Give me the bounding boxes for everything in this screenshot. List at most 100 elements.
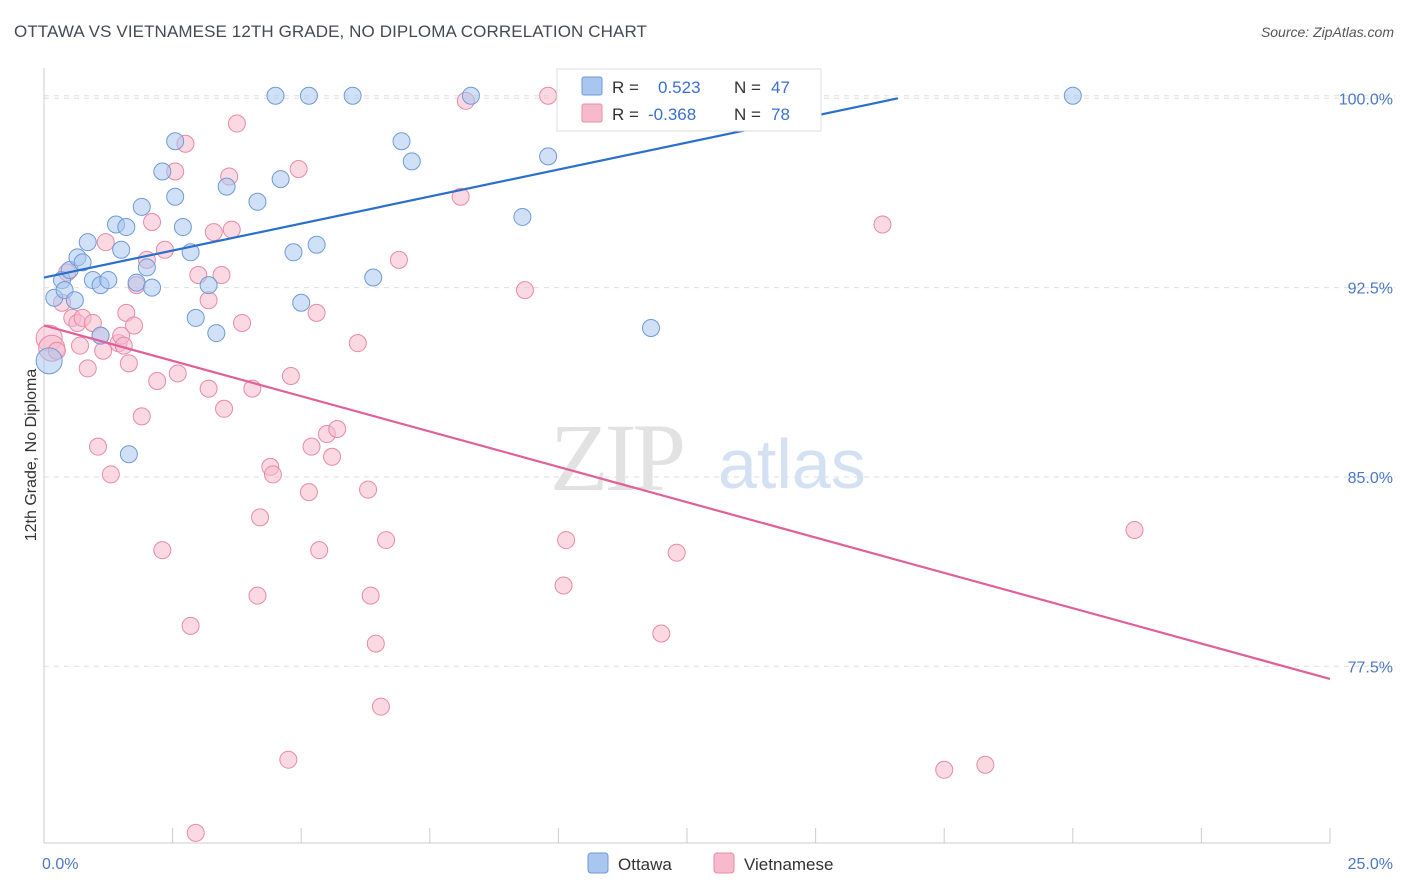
ottawa-point <box>127 273 146 292</box>
x-ticks <box>43 828 1331 843</box>
vietnamese-point <box>302 437 321 456</box>
vietnamese-point <box>557 531 576 550</box>
legend-swatch-vietnamese <box>581 103 603 123</box>
vietnamese-point <box>233 313 252 332</box>
legend-n-value-ottawa: 47 <box>771 78 790 97</box>
legend-r-value-ottawa: 0.523 <box>658 78 701 97</box>
vietnamese-point <box>248 586 267 605</box>
vietnamese-point <box>96 233 115 252</box>
vietnamese-point <box>652 624 671 643</box>
ottawa-point <box>1063 86 1082 105</box>
ottawa-point <box>343 86 362 105</box>
ottawa-point <box>402 152 421 171</box>
vietnamese-point <box>125 316 144 335</box>
ottawa-point <box>513 207 532 226</box>
vietnamese-point <box>289 159 308 178</box>
ottawa-point <box>112 240 131 259</box>
vietnamese-point <box>539 86 558 105</box>
legend-bottom-swatch-vietnamese <box>713 852 735 874</box>
vietnamese-point <box>215 399 234 418</box>
vietnamese-point <box>263 465 282 484</box>
ottawa-point <box>117 218 136 237</box>
chart-title: OTTAWA VS VIETNAMESE 12TH GRADE, NO DIPL… <box>14 22 647 41</box>
vietnamese-point <box>359 480 378 499</box>
legend-bottom-label-vietnamese: Vietnamese <box>744 855 833 874</box>
vietnamese-point <box>222 220 241 239</box>
legend-r-label-ottawa: R = <box>612 78 639 97</box>
x-tick-label-max: 25.0% <box>1348 856 1393 873</box>
ottawa-point <box>248 192 267 211</box>
ottawa-point <box>166 187 185 206</box>
watermark-atlas: atlas <box>718 425 866 503</box>
vietnamese-point <box>389 250 408 269</box>
vietnamese-point <box>307 303 326 322</box>
legend-n-label-vietnamese: N = <box>734 105 761 124</box>
legend-bottom: Ottawa Vietnamese <box>587 852 833 874</box>
y-tick-labels: 77.5% 85.0% 92.5% 100.0% <box>1339 91 1393 676</box>
vietnamese-point <box>667 543 686 562</box>
ottawa-point <box>35 347 63 375</box>
vietnamese-point <box>212 266 231 285</box>
vietnamese-point <box>168 364 187 383</box>
vietnamese-point <box>310 541 329 560</box>
legend-top: R = 0.523 N = 47 R = -0.368 N = 78 <box>556 68 822 132</box>
source-label: Source: ZipAtlas.com <box>1260 24 1394 40</box>
vietnamese-point <box>132 407 151 426</box>
vietnamese-point <box>366 634 385 653</box>
ottawa-point <box>65 291 84 310</box>
x-tick-label-min: 0.0% <box>42 856 78 873</box>
vietnamese-point <box>371 697 390 716</box>
ottawa-point <box>119 445 138 464</box>
y-axis-label: 12th Grade, No Diploma <box>23 369 40 542</box>
legend-r-label-vietnamese: R = <box>612 105 639 124</box>
vietnamese-point <box>323 447 342 466</box>
vietnamese-point <box>155 240 174 259</box>
ottawa-point <box>166 132 185 151</box>
ottawa-point <box>641 319 660 338</box>
ottawa-point <box>299 86 318 105</box>
vietnamese-point <box>227 114 246 133</box>
ottawa-point <box>217 177 236 196</box>
ottawa-point <box>173 218 192 237</box>
vietnamese-point <box>348 334 367 353</box>
vietnamese-point <box>143 212 162 231</box>
trend-lines <box>43 97 1331 680</box>
ottawa-point <box>307 235 326 254</box>
ottawa-point <box>99 271 118 290</box>
legend-bottom-swatch-ottawa <box>587 852 609 874</box>
vietnamese-point <box>71 336 90 355</box>
ottawa-point <box>132 197 151 216</box>
vietnamese-point <box>328 419 347 438</box>
vietnamese-point <box>299 483 318 502</box>
ottawa-point <box>364 268 383 287</box>
vietnamese-point <box>251 508 270 527</box>
vietnamese-point <box>281 366 300 385</box>
vietnamese-point <box>186 823 205 842</box>
vietnamese-point <box>94 341 113 360</box>
ottawa-point <box>284 243 303 262</box>
ottawa-point <box>143 278 162 297</box>
ottawa-point <box>539 147 558 166</box>
vietnamese-point <box>935 760 954 779</box>
ottawa-point <box>137 258 156 277</box>
vietnamese-point <box>361 586 380 605</box>
vietnamese-point <box>873 215 892 234</box>
vietnamese-point <box>279 750 298 769</box>
legend-n-label-ottawa: N = <box>734 78 761 97</box>
vietnamese-point <box>451 187 470 206</box>
vietnamese-point <box>119 354 138 373</box>
vietnamese-point <box>554 576 573 595</box>
legend-n-value-vietnamese: 78 <box>771 105 790 124</box>
ottawa-point <box>266 86 285 105</box>
vietnamese-point <box>199 291 218 310</box>
vietnamese-point <box>377 531 396 550</box>
ottawa-point <box>73 253 92 272</box>
vietnamese-point <box>1125 520 1144 539</box>
ottawa-point <box>271 170 290 189</box>
vietnamese-point <box>148 372 167 391</box>
legend-r-value-vietnamese: -0.368 <box>648 105 696 124</box>
legend-bottom-label-ottawa: Ottawa <box>618 855 672 874</box>
ottawa-point <box>207 324 226 343</box>
ottawa-point <box>186 308 205 327</box>
